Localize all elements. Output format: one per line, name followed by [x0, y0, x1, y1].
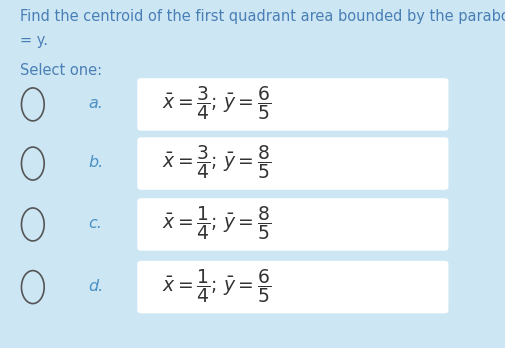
FancyBboxPatch shape [137, 261, 448, 314]
Text: a.: a. [88, 96, 103, 111]
Text: Select one:: Select one: [20, 63, 103, 78]
Text: $\bar{x} = \dfrac{3}{4}$; $\bar{y} = \dfrac{6}{5}$: $\bar{x} = \dfrac{3}{4}$; $\bar{y} = \df… [162, 85, 271, 122]
Text: d.: d. [88, 278, 104, 294]
Text: Find the centroid of the first quadrant area bounded by the parabola 4 - x²: Find the centroid of the first quadrant … [20, 9, 505, 24]
Text: $\bar{x} = \dfrac{3}{4}$; $\bar{y} = \dfrac{8}{5}$: $\bar{x} = \dfrac{3}{4}$; $\bar{y} = \df… [162, 144, 271, 181]
FancyBboxPatch shape [137, 78, 448, 131]
Text: $\bar{x} = \dfrac{1}{4}$; $\bar{y} = \dfrac{6}{5}$: $\bar{x} = \dfrac{1}{4}$; $\bar{y} = \df… [162, 267, 271, 305]
Text: $\bar{x} = \dfrac{1}{4}$; $\bar{y} = \dfrac{8}{5}$: $\bar{x} = \dfrac{1}{4}$; $\bar{y} = \df… [162, 205, 271, 242]
Text: c.: c. [88, 216, 102, 231]
Text: = y.: = y. [20, 33, 48, 48]
Text: b.: b. [88, 155, 104, 170]
FancyBboxPatch shape [137, 198, 448, 251]
FancyBboxPatch shape [137, 137, 448, 190]
